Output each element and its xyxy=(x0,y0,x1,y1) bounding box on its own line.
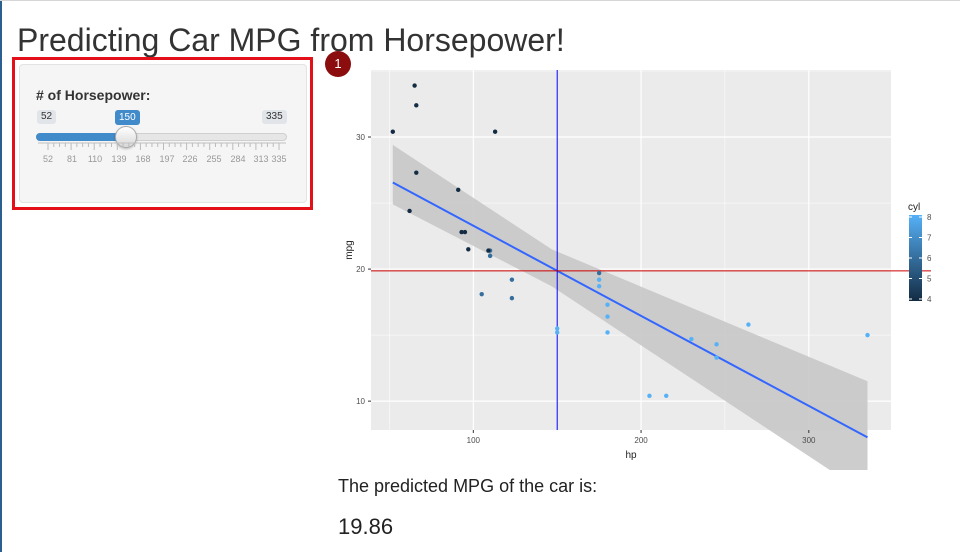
data-point xyxy=(456,187,461,193)
data-point xyxy=(414,103,419,108)
data-point xyxy=(554,326,560,331)
data-point xyxy=(509,277,515,282)
data-point xyxy=(647,393,652,399)
data-point xyxy=(509,295,515,301)
highlight-box xyxy=(12,57,313,210)
y-tick-label: 10 xyxy=(356,397,365,406)
data-point xyxy=(605,330,610,335)
slider-fill xyxy=(36,133,126,141)
tick-label: 168 xyxy=(135,154,150,164)
tick-label: 81 xyxy=(67,154,77,164)
tick-label: 197 xyxy=(159,154,174,164)
y-axis-title: mpg xyxy=(344,240,355,259)
data-point xyxy=(605,302,610,307)
data-point xyxy=(414,170,419,175)
data-point xyxy=(865,332,870,338)
tick-label: 284 xyxy=(230,154,245,164)
predicted-label: The predicted MPG of the car is: xyxy=(338,476,598,496)
data-point xyxy=(492,129,498,134)
tick-label: 255 xyxy=(206,154,221,164)
data-point xyxy=(664,393,669,399)
tick-label: 110 xyxy=(88,154,102,164)
data-point xyxy=(596,270,602,276)
legend-tick-label: 6 xyxy=(927,254,932,263)
slider-max-badge: 335 xyxy=(262,110,287,124)
data-point xyxy=(462,229,468,235)
regression-line xyxy=(392,181,868,439)
x-tick-label: 100 xyxy=(467,436,481,445)
predicted-value: 19.86 xyxy=(338,514,394,539)
data-point xyxy=(596,284,602,289)
data-point xyxy=(605,314,610,319)
slider-value-badge: 150 xyxy=(115,110,140,125)
confidence-band xyxy=(392,144,868,470)
slider-tick-scale: 52 81 110 139 168 197 226 255 284 313 33… xyxy=(38,142,287,164)
data-point xyxy=(459,229,464,235)
legend-tick-label: 7 xyxy=(927,234,932,243)
mpg-scatter-plot: 100 200 300 10 20 30 hp mpg cyl 8 7 6 5 4 xyxy=(344,70,932,470)
data-point xyxy=(714,342,719,347)
tick-label: 313 xyxy=(253,154,268,164)
x-axis-title: hp xyxy=(625,450,637,461)
data-point xyxy=(554,330,560,335)
legend-tick-label: 5 xyxy=(927,275,932,284)
legend-tick-label: 8 xyxy=(927,213,932,222)
x-tick-label: 300 xyxy=(802,436,816,445)
data-point xyxy=(714,355,719,360)
legend-tick-label: 4 xyxy=(927,295,932,304)
data-point xyxy=(479,291,484,297)
tick-label: 335 xyxy=(271,154,286,164)
tick-label: 226 xyxy=(182,154,197,164)
data-point xyxy=(689,336,694,342)
window-left-edge xyxy=(0,0,2,552)
page-title: Predicting Car MPG from Horsepower! xyxy=(17,22,565,58)
legend-colorbar xyxy=(909,215,922,301)
y-tick-label: 30 xyxy=(356,133,365,142)
tick-label: 52 xyxy=(43,154,53,164)
legend-title: cyl xyxy=(908,202,920,213)
step-badge: 1 xyxy=(325,51,351,77)
window-top-edge xyxy=(0,0,960,1)
data-point xyxy=(390,129,396,134)
data-point xyxy=(412,83,417,88)
data-point xyxy=(746,322,751,327)
slider-label: # of Horsepower: xyxy=(36,87,151,103)
x-tick-label: 200 xyxy=(634,436,648,445)
data-point xyxy=(407,208,412,214)
data-point xyxy=(596,277,602,282)
tick-label: 139 xyxy=(111,154,126,164)
y-tick-label: 20 xyxy=(356,265,365,274)
data-point xyxy=(486,248,491,253)
data-point xyxy=(466,247,471,252)
slider-min-badge: 52 xyxy=(37,110,57,124)
data-point xyxy=(487,253,493,259)
